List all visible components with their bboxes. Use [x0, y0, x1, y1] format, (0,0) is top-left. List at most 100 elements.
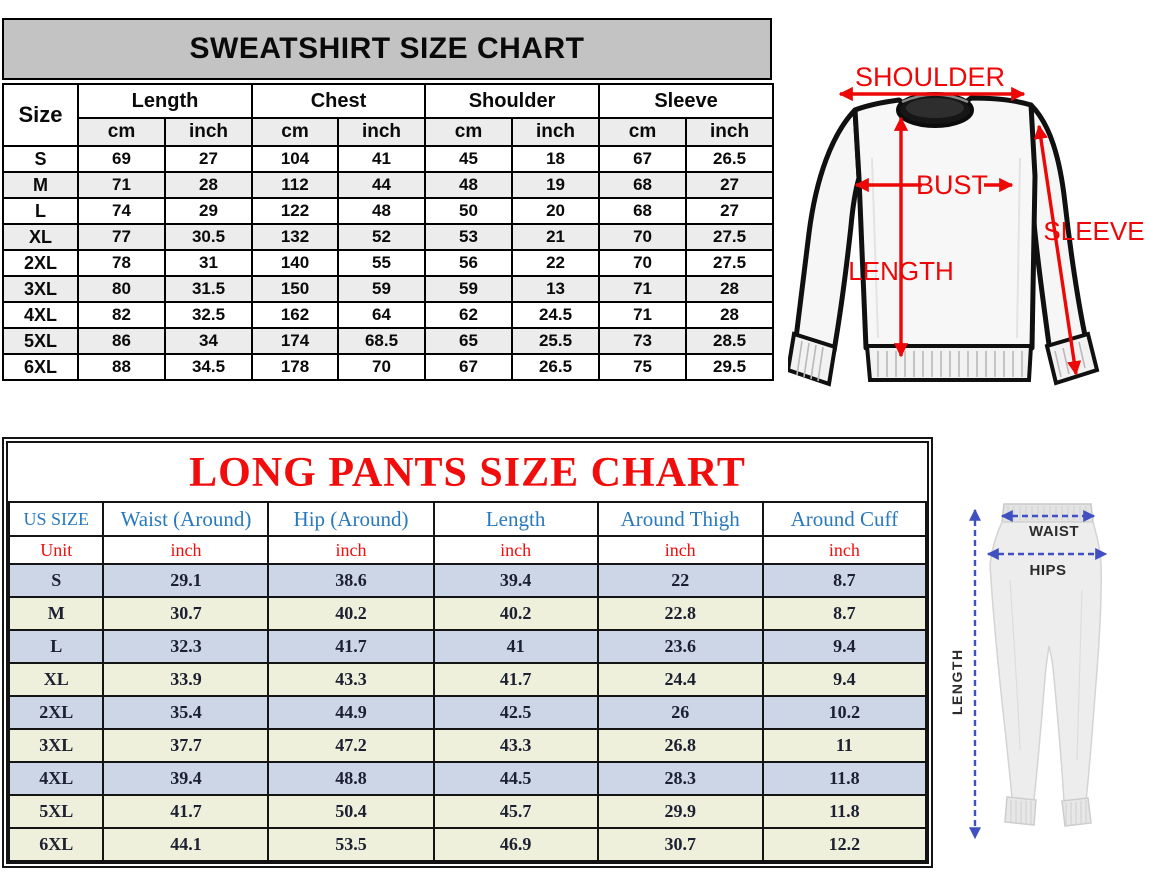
unit-cell: inch: [102, 535, 270, 565]
value-cell: 41.7: [267, 629, 435, 664]
value-cell: 77: [77, 223, 166, 251]
value-cell: 75: [598, 353, 688, 381]
value-cell: 71: [598, 301, 688, 329]
value-cell: 39.4: [432, 563, 599, 598]
value-cell: 34.5: [164, 353, 253, 381]
value-cell: 27: [685, 171, 775, 199]
size-cell: M: [7, 596, 105, 631]
waist-column-header: Waist (Around): [102, 501, 270, 537]
value-cell: 70: [598, 223, 688, 251]
value-cell: 43.3: [267, 662, 435, 697]
value-cell: 29.1: [102, 563, 270, 598]
pants-measurement-arrows: [969, 508, 1108, 840]
measurement-arrows: [838, 86, 1082, 376]
value-cell: 37.7: [102, 728, 270, 763]
value-cell: 11: [761, 728, 928, 763]
value-cell: 122: [251, 197, 339, 225]
sleeve-column-header: Sleeve: [598, 83, 775, 119]
sleeve-label: SLEEVE: [1043, 216, 1144, 246]
us-size-column-header: US SIZE: [7, 501, 105, 537]
value-cell: 35.4: [102, 695, 270, 730]
value-cell: 69: [77, 145, 166, 173]
value-cell: 11.8: [761, 794, 928, 829]
size-cell: XL: [2, 223, 79, 251]
unit-cell: inch: [761, 535, 928, 565]
value-cell: 41: [336, 145, 427, 173]
value-cell: 27: [685, 197, 775, 225]
value-cell: 140: [251, 249, 339, 277]
value-cell: 27.5: [685, 249, 775, 277]
value-cell: 45: [424, 145, 514, 173]
value-cell: 178: [251, 353, 339, 381]
value-cell: 33.9: [102, 662, 270, 697]
value-cell: 56: [424, 249, 514, 277]
value-cell: 86: [77, 327, 166, 355]
length-column-header: Length: [77, 83, 253, 119]
value-cell: 41.7: [432, 662, 599, 697]
torso-shape: [852, 95, 1038, 351]
shoulder-label: SHOULDER: [855, 62, 1005, 92]
size-cell: 6XL: [7, 827, 105, 862]
table-row: 5XL 41.7 50.4 45.7 29.9 11.8: [7, 794, 928, 829]
value-cell: 41: [432, 629, 599, 664]
value-cell: 41.7: [102, 794, 270, 829]
cuff-column-header: Around Cuff: [761, 501, 928, 537]
table-row: 4XL 82 32.5 162 64 62 24.5 71 28: [2, 301, 775, 329]
value-cell: 22: [511, 249, 601, 277]
value-cell: 29.5: [685, 353, 775, 381]
value-cell: 29: [164, 197, 253, 225]
value-cell: 10.2: [761, 695, 928, 730]
value-cell: 26.8: [596, 728, 764, 763]
hem-rib-shape: [864, 344, 1034, 382]
pants-chart-frame: LONG PANTS SIZE CHART US SIZE Waist (Aro…: [6, 441, 929, 864]
value-cell: 82: [77, 301, 166, 329]
left-sleeve-shape: [793, 107, 862, 354]
value-cell: 48.8: [267, 761, 435, 796]
value-cell: 27.5: [685, 223, 775, 251]
value-cell: 21: [511, 223, 601, 251]
unit-inch-header: inch: [336, 117, 427, 147]
value-cell: 80: [77, 275, 166, 303]
value-cell: 67: [424, 353, 514, 381]
value-cell: 26.5: [511, 353, 601, 381]
value-cell: 162: [251, 301, 339, 329]
value-cell: 28.3: [596, 761, 764, 796]
waistband-shape: [1001, 503, 1094, 523]
value-cell: 28: [685, 301, 775, 329]
value-cell: 22.8: [596, 596, 764, 631]
size-cell: 2XL: [7, 695, 105, 730]
table-row: 4XL 39.4 48.8 44.5 28.3 11.8: [7, 761, 928, 796]
value-cell: 45.7: [432, 794, 599, 829]
value-cell: 43.3: [432, 728, 599, 763]
value-cell: 11.8: [761, 761, 928, 796]
hem-ribs: [877, 351, 1023, 377]
value-cell: 30.5: [164, 223, 253, 251]
pants-size-chart: LONG PANTS SIZE CHART US SIZE Waist (Aro…: [2, 437, 933, 868]
value-cell: 64: [336, 301, 427, 329]
value-cell: 68: [598, 197, 688, 225]
value-cell: 12.2: [761, 827, 928, 862]
size-cell: 5XL: [7, 794, 105, 829]
table-row: 3XL 37.7 47.2 43.3 26.8 11: [7, 728, 928, 763]
sweatshirt-group-header-row: Size Length Chest Shoulder Sleeve: [2, 83, 775, 147]
value-cell: 42.5: [432, 695, 599, 730]
unit-cm-header: cm: [77, 117, 166, 147]
hips-label: HIPS: [1029, 562, 1066, 579]
table-row: XL 33.9 43.3 41.7 24.4 9.4: [7, 662, 928, 697]
pants-chart-title: LONG PANTS SIZE CHART: [189, 450, 746, 496]
collar-inner-shape: [906, 98, 964, 118]
unit-cm-header: cm: [598, 117, 688, 147]
table-row: 2XL 35.4 44.9 42.5 26 10.2: [7, 695, 928, 730]
value-cell: 27: [164, 145, 253, 173]
table-row: M 71 28 112 44 48 19 68 27: [2, 171, 775, 199]
sweatshirt-unit-header-row: cm inch cm inch cm inch cm inch: [3, 117, 775, 147]
pants-unit-row: Unit inch inch inch inch inch: [7, 535, 928, 565]
size-cell: 3XL: [7, 728, 105, 763]
unit-inch-header: inch: [685, 117, 775, 147]
table-row: 6XL 44.1 53.5 46.9 30.7 12.2: [7, 827, 928, 862]
value-cell: 48: [424, 171, 514, 199]
left-cuff-ribs: [796, 340, 824, 382]
value-cell: 132: [251, 223, 339, 251]
unit-cm-header: cm: [251, 117, 339, 147]
pants-figure-svg: WAIST HIPS LENGTH: [949, 503, 1108, 840]
